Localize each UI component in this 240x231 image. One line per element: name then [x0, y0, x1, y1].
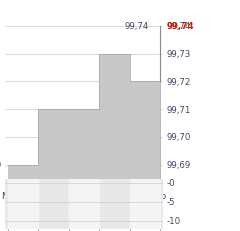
Text: 99,74: 99,74	[124, 22, 148, 31]
Text: Mo: Mo	[154, 191, 167, 200]
Text: -0: -0	[166, 178, 175, 187]
Text: Di: Di	[34, 191, 43, 200]
Text: 99,74: 99,74	[166, 22, 194, 31]
Text: 99,71: 99,71	[166, 105, 191, 114]
Text: Mo: Mo	[1, 191, 14, 200]
Text: Do: Do	[93, 191, 105, 200]
Text: -5: -5	[166, 198, 175, 206]
Bar	[69, 179, 99, 229]
Text: 99,69: 99,69	[166, 161, 191, 170]
Text: -10: -10	[166, 216, 180, 225]
Text: 99,70: 99,70	[166, 133, 191, 142]
Text: 99,69: 99,69	[0, 161, 2, 170]
Bar	[130, 179, 160, 229]
Text: 99,74: 99,74	[166, 22, 191, 31]
Bar	[8, 179, 38, 229]
Text: 99,73: 99,73	[166, 50, 191, 59]
Text: 99,72: 99,72	[166, 78, 191, 87]
Text: Fr: Fr	[126, 191, 134, 200]
Text: Mi: Mi	[64, 191, 74, 200]
